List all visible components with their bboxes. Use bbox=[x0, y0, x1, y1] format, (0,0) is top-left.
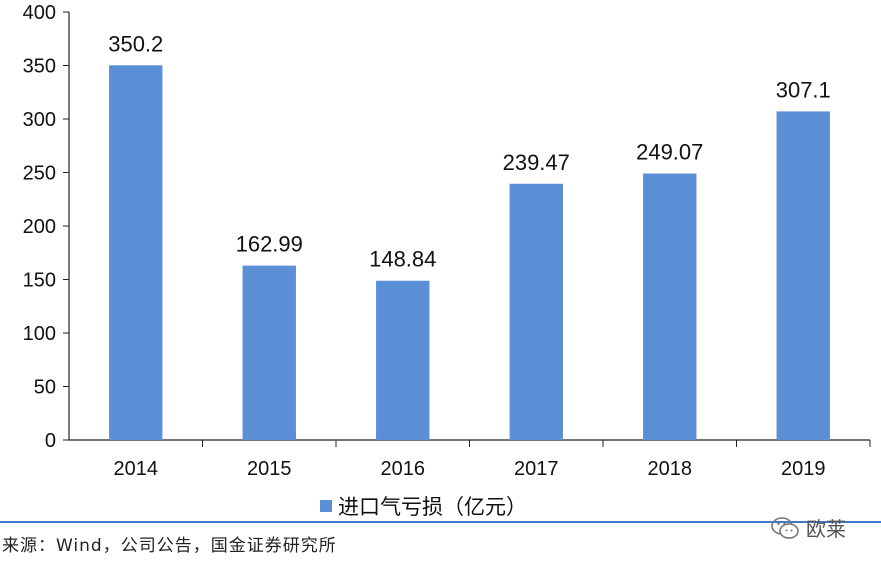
bar-2018 bbox=[643, 173, 697, 440]
bar-2016 bbox=[376, 280, 430, 440]
chart-legend: 进口气亏损（亿元） bbox=[320, 491, 527, 521]
y-tick-label: 250 bbox=[23, 163, 56, 185]
x-tick-label: 2019 bbox=[781, 458, 826, 480]
data-label-2019: 307.1 bbox=[776, 77, 831, 102]
y-tick-label: 400 bbox=[23, 2, 56, 24]
data-label-2015: 162.99 bbox=[236, 232, 303, 257]
x-tick-label: 2016 bbox=[381, 458, 426, 480]
y-tick-label: 150 bbox=[23, 270, 56, 292]
x-tick-label: 2015 bbox=[247, 458, 292, 480]
y-tick-label: 50 bbox=[34, 377, 56, 399]
y-tick-label: 200 bbox=[23, 216, 56, 238]
bar-2017 bbox=[509, 183, 563, 441]
footer-divider bbox=[0, 521, 881, 523]
bar-2014 bbox=[109, 65, 163, 440]
watermark-label: 欧莱 bbox=[806, 517, 846, 541]
x-tick-label: 2017 bbox=[514, 458, 559, 480]
source-note: 来源：Wind，公司公告，国金证券研究所 bbox=[2, 536, 337, 556]
data-label-2017: 239.47 bbox=[503, 150, 570, 175]
y-tick-label: 300 bbox=[23, 109, 56, 131]
wechat-icon bbox=[771, 516, 799, 539]
y-tick-label: 100 bbox=[23, 323, 56, 345]
bar-2019 bbox=[776, 111, 830, 440]
x-tick-label: 2014 bbox=[114, 458, 159, 480]
data-label-2018: 249.07 bbox=[636, 139, 703, 164]
watermark: 欧莱 bbox=[770, 513, 846, 542]
legend-swatch bbox=[320, 500, 332, 512]
bar-2015 bbox=[242, 265, 296, 440]
y-tick-label: 0 bbox=[45, 430, 56, 452]
data-label-2014: 350.2 bbox=[108, 31, 163, 56]
legend-label: 进口气亏损（亿元） bbox=[338, 495, 527, 519]
data-label-2016: 148.84 bbox=[369, 247, 436, 272]
y-tick-label: 350 bbox=[23, 56, 56, 78]
x-tick-label: 2018 bbox=[648, 458, 693, 480]
